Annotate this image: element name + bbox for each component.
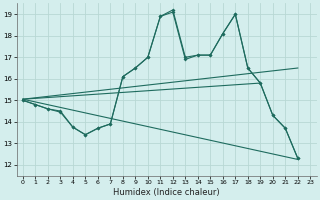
X-axis label: Humidex (Indice chaleur): Humidex (Indice chaleur) — [113, 188, 220, 197]
